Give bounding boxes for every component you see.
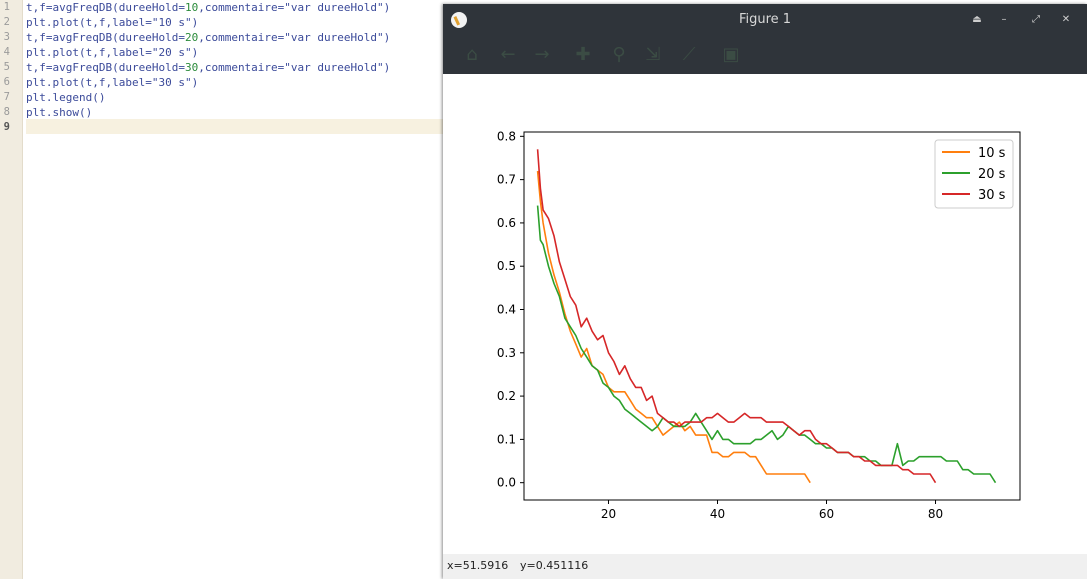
code-text: ,commentaire="var dureeHold") — [198, 61, 391, 74]
code-text: t,f=avgFreqDB(dureeHold= — [26, 61, 185, 74]
status-bar: x=51.5916 y=0.451116 — [443, 554, 1087, 579]
code-text: plt.show() — [26, 106, 93, 119]
series-line-20s — [536, 205, 997, 484]
code-number: 30 — [184, 61, 199, 74]
x-tick-label: 20 — [601, 507, 616, 521]
y-tick-label: 0.1 — [497, 432, 516, 446]
code-text: plt.plot(t,f,label="20 s") — [26, 46, 199, 59]
series-line-30s — [536, 149, 937, 484]
line-number: 7 — [3, 91, 10, 103]
figure-toolbar: ⌂ ← → ✚ ⚲ ⇲ ⟋ ▣ — [443, 36, 1087, 74]
line-number: 9 — [3, 121, 10, 133]
code-text: ,commentaire="var dureeHold") — [198, 1, 391, 14]
y-tick-label: 0.7 — [497, 173, 516, 187]
y-tick-label: 0.3 — [497, 346, 516, 360]
figure-canvas[interactable]: 20 40 60 80 0.0 0.1 0.2 0.3 0.4 0.5 0.6 0.7 0.8 10 s… — [443, 74, 1087, 554]
line-chart[interactable]: 20 40 60 80 0.0 0.1 0.2 0.3 0.4 0.5 0.6 0.7 0.8 10 s… — [443, 74, 1087, 554]
code-number: 10 — [184, 1, 199, 14]
legend-label: 10 s — [978, 146, 1006, 161]
y-tick-label: 0.8 — [497, 129, 516, 143]
home-icon[interactable]: ⌂ — [466, 44, 478, 65]
line-number: 3 — [3, 31, 10, 43]
y-tick-label: 0.6 — [497, 216, 516, 230]
window-title: Figure 1 — [738, 12, 792, 27]
x-tick-label: 60 — [819, 507, 834, 521]
pan-icon[interactable]: ✚ — [575, 44, 591, 65]
line-number: 8 — [3, 106, 10, 118]
code-line[interactable]: plt.plot(t,f,label="20 s") — [26, 45, 198, 60]
current-line-highlight — [26, 119, 443, 134]
y-tick-label: 0.0 — [497, 476, 516, 490]
code-line[interactable]: plt.plot(t,f,label="10 s") — [26, 15, 198, 30]
code-text: plt.plot(t,f,label="30 s") — [26, 76, 199, 89]
minimize-button[interactable]: – — [1001, 14, 1007, 25]
series-line-10s — [536, 170, 811, 484]
code-line[interactable]: t,f=avgFreqDB(dureeHold=30,commentaire="… — [26, 60, 390, 75]
code-line[interactable]: plt.plot(t,f,label="30 s") — [26, 75, 198, 90]
line-number: 4 — [3, 46, 10, 58]
code-line[interactable]: plt.legend() — [26, 90, 105, 105]
code-editor[interactable]: 1 2 3 4 5 6 7 8 9 t,f=avgFreqDB(dureeHol… — [0, 0, 443, 579]
code-text: t,f=avgFreqDB(dureeHold= — [26, 31, 185, 44]
line-number: 5 — [3, 61, 10, 73]
code-text: plt.plot(t,f,label="10 s") — [26, 16, 199, 29]
python-app-icon — [451, 12, 467, 28]
x-tick-label: 40 — [710, 507, 725, 521]
forward-arrow-icon[interactable]: → — [534, 44, 550, 65]
legend-box — [934, 139, 1014, 209]
line-number: 2 — [3, 16, 10, 28]
figure-window[interactable]: Figure 1 ⏏ – ⤢ ✕ ⌂ ← → ✚ ⚲ ⇲ ⟋ ▣ 20 40 60 8… — [443, 4, 1087, 579]
save-icon[interactable]: ▣ — [722, 44, 740, 65]
window-titlebar[interactable]: Figure 1 ⏏ – ⤢ ✕ — [443, 4, 1087, 36]
legend: 10 s 20 s 30 s — [934, 139, 1014, 209]
y-tick-label: 0.2 — [497, 389, 516, 403]
code-line[interactable]: t,f=avgFreqDB(dureeHold=10,commentaire="… — [26, 0, 390, 15]
back-arrow-icon[interactable]: ← — [500, 44, 516, 65]
x-tick-label: 80 — [928, 507, 943, 521]
code-text: plt.legend() — [26, 91, 106, 104]
legend-label: 20 s — [978, 167, 1006, 182]
edit-axes-icon[interactable]: ⟋ — [682, 44, 696, 65]
cursor-x-readout: x=51.5916 — [447, 559, 509, 572]
maximize-button[interactable]: ⤢ — [1032, 14, 1040, 25]
y-tick-label: 0.4 — [497, 303, 516, 317]
close-button[interactable]: ✕ — [1061, 14, 1071, 25]
eject-icon[interactable]: ⏏ — [972, 14, 982, 25]
code-number: 20 — [184, 31, 199, 44]
code-text: ,commentaire="var dureeHold") — [198, 31, 391, 44]
code-text: t,f=avgFreqDB(dureeHold= — [26, 1, 185, 14]
cursor-y-readout: y=0.451116 — [520, 559, 589, 572]
zoom-icon[interactable]: ⚲ — [612, 44, 626, 65]
line-number-gutter: 1 2 3 4 5 6 7 8 9 — [0, 0, 23, 579]
y-tick-label: 0.5 — [497, 259, 516, 273]
subplots-icon[interactable]: ⇲ — [645, 44, 661, 65]
code-line[interactable]: t,f=avgFreqDB(dureeHold=20,commentaire="… — [26, 30, 390, 45]
line-number: 6 — [3, 76, 10, 88]
code-line[interactable]: plt.show() — [26, 105, 92, 120]
line-number: 1 — [3, 1, 10, 13]
legend-label: 30 s — [978, 188, 1006, 203]
